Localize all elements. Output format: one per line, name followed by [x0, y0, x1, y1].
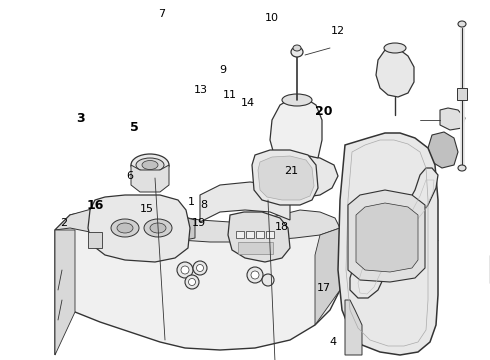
- Text: 5: 5: [130, 121, 139, 134]
- Text: 1: 1: [188, 197, 195, 207]
- Polygon shape: [228, 212, 290, 262]
- Circle shape: [189, 279, 196, 285]
- Ellipse shape: [136, 158, 164, 172]
- Circle shape: [193, 261, 207, 275]
- Bar: [88, 232, 102, 248]
- Polygon shape: [200, 182, 290, 222]
- Polygon shape: [260, 154, 338, 197]
- Text: 7: 7: [158, 9, 165, 19]
- Polygon shape: [348, 190, 425, 282]
- Polygon shape: [376, 50, 414, 97]
- Circle shape: [251, 271, 259, 279]
- Polygon shape: [130, 214, 195, 242]
- Polygon shape: [348, 152, 408, 188]
- Bar: [256, 231, 264, 238]
- Bar: [457, 88, 467, 100]
- Text: 10: 10: [265, 13, 279, 23]
- Polygon shape: [55, 205, 340, 242]
- Ellipse shape: [148, 225, 162, 233]
- Ellipse shape: [142, 161, 158, 170]
- Text: 13: 13: [194, 85, 208, 95]
- Polygon shape: [428, 132, 458, 168]
- Text: 20: 20: [315, 105, 332, 118]
- Polygon shape: [350, 168, 438, 298]
- Text: 11: 11: [223, 90, 237, 100]
- Polygon shape: [55, 230, 75, 355]
- Ellipse shape: [458, 21, 466, 27]
- Text: 12: 12: [331, 26, 345, 36]
- Text: 9: 9: [220, 65, 226, 75]
- Ellipse shape: [384, 43, 406, 53]
- Text: 4: 4: [330, 337, 337, 347]
- Text: 14: 14: [241, 98, 254, 108]
- Polygon shape: [338, 133, 438, 355]
- Polygon shape: [55, 210, 340, 355]
- Circle shape: [196, 265, 203, 271]
- Text: 6: 6: [126, 171, 133, 181]
- Polygon shape: [315, 228, 340, 325]
- Polygon shape: [270, 98, 322, 158]
- Polygon shape: [440, 108, 465, 130]
- Ellipse shape: [293, 45, 301, 51]
- Polygon shape: [252, 150, 318, 205]
- Ellipse shape: [117, 223, 133, 233]
- Ellipse shape: [144, 219, 172, 237]
- Bar: [266, 231, 274, 238]
- Ellipse shape: [291, 47, 303, 57]
- Circle shape: [364, 284, 376, 296]
- Circle shape: [247, 267, 263, 283]
- Polygon shape: [131, 165, 169, 192]
- Bar: [246, 231, 254, 238]
- Bar: [238, 242, 273, 254]
- Polygon shape: [345, 300, 362, 355]
- Ellipse shape: [144, 223, 166, 235]
- Circle shape: [351, 271, 365, 285]
- Ellipse shape: [458, 165, 466, 171]
- Polygon shape: [356, 203, 418, 272]
- Ellipse shape: [131, 154, 169, 176]
- Polygon shape: [354, 156, 405, 183]
- Text: 2: 2: [60, 218, 67, 228]
- Circle shape: [177, 262, 193, 278]
- Circle shape: [355, 275, 361, 281]
- Polygon shape: [258, 156, 314, 200]
- Text: 8: 8: [200, 200, 207, 210]
- Ellipse shape: [282, 94, 312, 106]
- Circle shape: [181, 266, 189, 274]
- Text: 17: 17: [317, 283, 330, 293]
- Text: 19: 19: [192, 218, 205, 228]
- Text: 18: 18: [275, 222, 289, 232]
- Polygon shape: [88, 195, 190, 262]
- Text: 16: 16: [87, 199, 104, 212]
- Ellipse shape: [150, 223, 166, 233]
- Circle shape: [262, 274, 274, 286]
- Text: 15: 15: [140, 204, 154, 214]
- Text: 21: 21: [285, 166, 298, 176]
- Bar: [236, 231, 244, 238]
- Circle shape: [185, 275, 199, 289]
- Text: 3: 3: [76, 112, 85, 125]
- Ellipse shape: [111, 219, 139, 237]
